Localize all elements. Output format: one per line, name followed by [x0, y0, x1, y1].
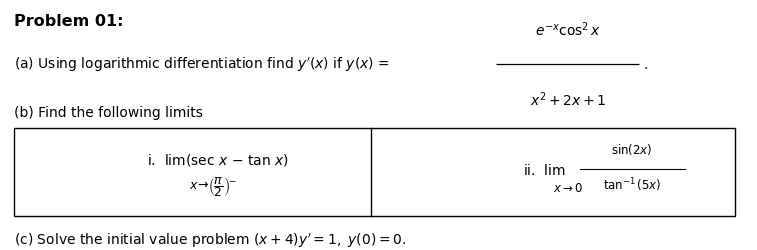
Text: $x\!\to\!\left(\dfrac{\pi}{2}\right)^{\!\!-}$: $x\!\to\!\left(\dfrac{\pi}{2}\right)^{\!…	[188, 174, 237, 198]
Text: $x^2+2x+1$: $x^2+2x+1$	[530, 90, 606, 108]
Text: (b) Find the following limits: (b) Find the following limits	[14, 106, 203, 120]
Text: ii.  $\lim$: ii. $\lim$	[523, 162, 566, 178]
Text: $\tan^{-1}(5x)$: $\tan^{-1}(5x)$	[603, 176, 662, 193]
Text: $e^{-x}\cos^2 x$: $e^{-x}\cos^2 x$	[534, 20, 601, 39]
Text: $x\to 0$: $x\to 0$	[553, 181, 584, 194]
Text: (a) Using logarithmic differentiation find $y'(x)$ if $y(x)$ =: (a) Using logarithmic differentiation fi…	[14, 55, 391, 74]
Text: Problem 01:: Problem 01:	[14, 14, 123, 29]
Text: .: .	[643, 58, 647, 71]
Text: i.  $\lim_{\ }$(sec $x$ $-$ tan $x$): i. $\lim_{\ }$(sec $x$ $-$ tan $x$)	[148, 152, 289, 168]
Text: (c) Solve the initial value problem $(x + 4)y' = 1,\ y(0) = 0.$: (c) Solve the initial value problem $(x …	[14, 231, 407, 250]
Text: $\sin(2x)$: $\sin(2x)$	[612, 142, 653, 156]
